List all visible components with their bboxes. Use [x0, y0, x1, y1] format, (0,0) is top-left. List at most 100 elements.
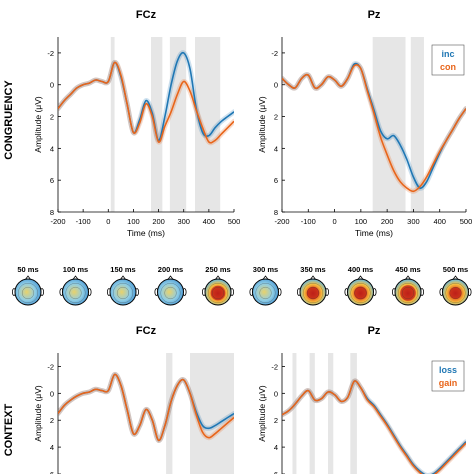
significance-window-1 — [309, 353, 315, 474]
y-tick-label: 8 — [274, 208, 278, 217]
y-tick-label: 6 — [50, 176, 54, 185]
topomap-time-label: 300 ms — [253, 265, 278, 274]
topomap-contour — [401, 286, 415, 300]
topomap-head — [62, 278, 89, 306]
topomap-time-label: 350 ms — [300, 265, 325, 274]
x-tick-label: -200 — [50, 217, 65, 226]
x-tick-label: -100 — [76, 217, 91, 226]
y-tick-label: 4 — [274, 144, 278, 153]
topomap-contour — [255, 283, 276, 303]
y-tick-label: 6 — [274, 176, 278, 185]
y-tick-label: -2 — [47, 362, 54, 371]
row-label-context: CONTEXT — [3, 403, 15, 456]
legend-entry-inc: inc — [441, 49, 454, 59]
x-tick-label: 500 — [460, 217, 473, 226]
x-tick-label: 100 — [355, 217, 368, 226]
topomap-contour — [398, 283, 418, 303]
topomap-contour — [306, 286, 320, 300]
topomap-time-label: 500 ms — [443, 265, 468, 274]
panel-title: FCz — [136, 325, 157, 337]
significance-window-2 — [169, 37, 187, 212]
y-tick-label: 0 — [274, 389, 278, 398]
panel-title: Pz — [368, 9, 381, 21]
topomap-contour — [303, 283, 323, 303]
topomap-hotspot — [306, 286, 320, 300]
significance-window-1 — [410, 37, 424, 212]
x-tick-label: -100 — [301, 217, 316, 226]
topomap-head — [252, 278, 279, 306]
series-group — [282, 61, 466, 194]
context-fcz-panel: FCz -2 0 2 4 6 Amplitude (μV) — [33, 325, 234, 474]
topomap-hotspot — [400, 285, 416, 301]
topomap-contour — [449, 286, 462, 300]
topomap-time-label: 100 ms — [63, 265, 88, 274]
congruency-fcz-panel: FCz -2 0 2 4 6 8-200 -100 0 100 200 300 400 500 Time (… — [33, 9, 240, 238]
y-tick-label: 2 — [274, 113, 278, 122]
topomap-head — [157, 278, 184, 306]
y-tick-label: 6 — [50, 470, 54, 474]
x-tick-label: 500 — [228, 217, 241, 226]
significance-window-3 — [350, 353, 357, 474]
topomap-contour — [259, 286, 272, 300]
panel-title: FCz — [136, 9, 157, 21]
topomap-contour — [350, 283, 371, 303]
y-tick-label: -2 — [271, 49, 278, 58]
row-label-congruency: CONGRUENCY — [3, 80, 15, 160]
y-axis-label: Amplitude (μV) — [33, 96, 43, 153]
y-tick-label: 2 — [50, 416, 54, 425]
topomap-contour — [65, 283, 86, 303]
legend-box — [431, 44, 465, 76]
topomap-hotspot — [210, 285, 226, 301]
x-tick-label: 0 — [106, 217, 110, 226]
series-line-con — [58, 61, 234, 144]
y-tick-label: 4 — [274, 443, 278, 452]
topomap-contour — [164, 286, 177, 300]
topomap-contour — [69, 286, 82, 300]
series-line-gain — [282, 380, 466, 474]
legend-entry-con: con — [440, 62, 456, 72]
topomap-contour — [18, 283, 38, 303]
y-tick-label: 8 — [50, 208, 54, 217]
topomap-time-label: 50 ms — [17, 265, 38, 274]
topomap-time-label: 250 ms — [205, 265, 230, 274]
topomap-head — [14, 278, 42, 306]
x-tick-label: 300 — [407, 217, 420, 226]
topomap-contour — [116, 286, 130, 300]
y-tick-label: 2 — [50, 113, 54, 122]
x-tick-label: 400 — [433, 217, 446, 226]
significance-window-2 — [328, 353, 334, 474]
topomap-strip: 50 ms 100 ms 150 ms 200 ms 250 ms 300 ms 350 m… — [11, 265, 472, 306]
y-tick-label: -2 — [271, 362, 278, 371]
legend-box — [431, 360, 465, 392]
significance-window-0 — [166, 353, 173, 474]
topomap-time-label: 150 ms — [110, 265, 135, 274]
series-group — [58, 50, 234, 146]
panel-title: Pz — [368, 325, 381, 337]
y-tick-label: 6 — [274, 470, 278, 474]
topomap-contour — [113, 283, 133, 303]
significance-window-1 — [151, 37, 163, 212]
x-tick-label: 0 — [332, 217, 336, 226]
topomap-contour — [208, 283, 228, 303]
topomap-time-label: 200 ms — [158, 265, 183, 274]
topomap-contour — [354, 286, 367, 300]
y-tick-label: 0 — [50, 81, 54, 90]
x-tick-label: 100 — [127, 217, 140, 226]
y-tick-label: 2 — [274, 416, 278, 425]
y-axis-label: Amplitude (μV) — [257, 385, 267, 442]
y-axis-label: Amplitude (μV) — [257, 96, 267, 153]
topomap-contour — [21, 286, 35, 300]
topomap-contour — [445, 283, 466, 303]
y-axis-label: Amplitude (μV) — [33, 385, 43, 442]
topomap-hotspot — [354, 286, 367, 300]
x-tick-label: 200 — [152, 217, 165, 226]
y-tick-label: 4 — [50, 144, 54, 153]
series-group — [58, 371, 234, 443]
y-tick-label: 4 — [50, 443, 54, 452]
significance-window-0 — [110, 37, 115, 212]
topomap-hotspot — [449, 287, 462, 299]
significance-window-0 — [292, 353, 297, 474]
topomap-contour — [160, 283, 181, 303]
context-pz-panel: Pz -2 0 2 4 6 Amplitude (μV) loss gain — [257, 325, 466, 474]
